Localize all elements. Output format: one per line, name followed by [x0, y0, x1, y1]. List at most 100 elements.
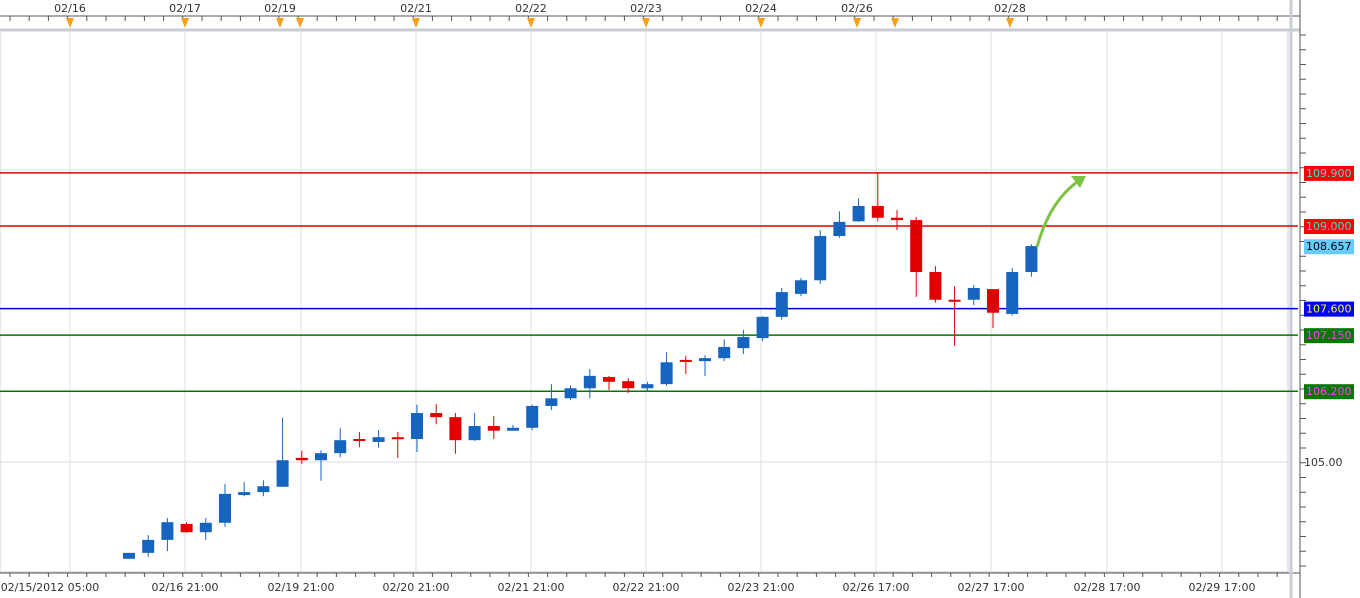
candle-body	[372, 437, 385, 442]
level-label: 107.150	[1306, 329, 1352, 342]
candle	[161, 518, 174, 552]
candle	[679, 355, 692, 375]
date-label: 02/24	[745, 2, 777, 15]
candle	[583, 368, 596, 399]
candle-body	[334, 440, 347, 454]
candle-body	[507, 427, 519, 431]
candle	[737, 329, 750, 355]
candle-body	[468, 426, 481, 441]
event-marker-icon	[853, 18, 861, 28]
candle-body	[219, 493, 231, 523]
level-label-badge	[1304, 165, 1354, 181]
event-marker-icon	[276, 18, 284, 28]
candle	[295, 450, 308, 464]
candle-body	[353, 438, 366, 441]
event-marker-icon	[891, 18, 899, 28]
date-label: 02/17	[169, 2, 201, 15]
event-marker-icon	[642, 18, 650, 28]
candle-body	[526, 405, 539, 428]
candle-body	[1025, 246, 1038, 273]
candle	[372, 430, 385, 448]
trend-arrow-head-icon	[1071, 176, 1086, 188]
candle	[142, 535, 155, 557]
candle	[718, 339, 731, 362]
candle-body	[199, 522, 212, 533]
candle	[603, 375, 615, 391]
level-label-badge	[1304, 219, 1354, 234]
date-label: 02/23	[630, 2, 662, 15]
time-axis-label: 02/22 21:00	[613, 581, 680, 594]
candle-body	[449, 417, 462, 441]
candle-body	[948, 299, 961, 302]
candle	[507, 424, 519, 431]
candle	[1006, 267, 1019, 316]
candle-body	[737, 336, 750, 349]
time-axis-label: 02/20 21:00	[383, 581, 450, 594]
price-axis-label: 105.00	[1304, 456, 1343, 469]
date-label: 02/28	[994, 2, 1026, 15]
candle-body	[411, 413, 423, 439]
candle	[391, 431, 404, 458]
candle-body	[756, 316, 769, 339]
candle	[430, 404, 443, 425]
candle	[257, 480, 270, 497]
candle-body	[123, 552, 135, 559]
level-label: 107.600	[1306, 303, 1352, 316]
current-price-badge	[1304, 239, 1354, 255]
candle	[353, 431, 366, 448]
event-marker-icon	[1006, 18, 1014, 28]
date-label: 02/16	[54, 2, 86, 15]
candle-body	[660, 362, 673, 385]
date-label: 02/21	[400, 2, 432, 15]
time-axis-label: 02/23 21:00	[728, 581, 795, 594]
event-marker-icon	[527, 18, 535, 28]
candle	[641, 381, 654, 392]
level-label: 109.900	[1306, 167, 1352, 180]
candle-body	[929, 272, 942, 300]
candle-body	[161, 522, 174, 540]
time-axis-label: 02/29 17:00	[1189, 581, 1256, 594]
candle	[334, 427, 347, 458]
candle	[411, 404, 423, 452]
time-axis-label: 02/27 17:00	[958, 581, 1025, 594]
candle	[622, 378, 635, 393]
candle	[948, 286, 961, 346]
candle	[852, 198, 865, 222]
date-label: 02/19	[264, 2, 296, 15]
trend-arrow	[1035, 178, 1081, 248]
candle	[891, 210, 903, 231]
candle-body	[967, 287, 980, 300]
time-axis-label: 02/15/2012 05:00	[1, 581, 100, 594]
candle-body	[699, 358, 711, 362]
current-price-label: 108.657	[1306, 240, 1352, 253]
candle-body	[276, 460, 289, 487]
level-label: 106.200	[1306, 385, 1352, 398]
candle	[987, 289, 999, 329]
candle-body	[679, 359, 692, 362]
event-marker-icon	[296, 18, 304, 28]
candle-body	[871, 205, 884, 218]
candle	[123, 552, 135, 559]
candle	[929, 266, 942, 303]
candle	[564, 385, 577, 401]
candle-body	[430, 413, 443, 418]
candle-body	[545, 398, 558, 406]
candle	[967, 285, 980, 306]
candle-body	[487, 426, 500, 431]
candle-body	[238, 492, 251, 496]
candle-body	[180, 523, 193, 533]
candle-body	[583, 375, 596, 389]
candle	[238, 482, 251, 497]
time-axis-label: 02/21 21:00	[498, 581, 565, 594]
candle	[833, 211, 846, 238]
candle	[756, 316, 769, 342]
event-marker-icon	[181, 18, 189, 28]
candle-body	[814, 236, 827, 281]
level-label-badge	[1304, 328, 1354, 344]
time-axis-label: 02/16 21:00	[152, 581, 219, 594]
candle-body	[603, 377, 615, 382]
candle	[660, 352, 673, 386]
candle	[219, 483, 231, 527]
candle-body	[142, 539, 155, 553]
